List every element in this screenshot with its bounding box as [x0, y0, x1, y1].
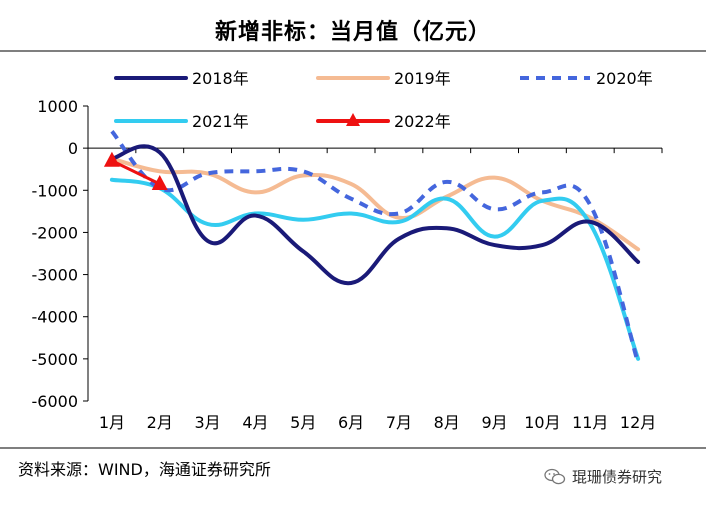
legend-item: 2021年	[114, 112, 249, 131]
x-tick-label: 2月	[147, 413, 173, 432]
series-line	[109, 144, 641, 286]
legend-label: 2018年	[192, 69, 249, 88]
top-divider	[0, 50, 706, 52]
series-2022年	[103, 151, 168, 190]
x-tick-label: 7月	[386, 413, 412, 432]
legend-item: 2018年	[114, 69, 249, 88]
y-tick-label: -1000	[32, 181, 79, 200]
x-tick-label: 6月	[338, 413, 364, 432]
series-point	[103, 151, 120, 167]
axes: 1000 0 -1000 -2000 -3000 -4000 -5000 -6000 1月 2月 3…	[32, 97, 663, 432]
x-tick-label: 4月	[242, 413, 268, 432]
source-note: 资料来源：WIND，海通证券研究所	[18, 460, 271, 479]
legend-label: 2022年	[394, 112, 451, 131]
y-tick-label: -5000	[32, 350, 79, 369]
watermark: 琨珊债券研究	[544, 466, 662, 487]
legend-item: 2022年	[316, 112, 451, 131]
legend-label: 2020年	[596, 69, 653, 88]
x-tick-label: 10月	[524, 413, 560, 432]
series-line	[109, 177, 641, 361]
legend-marker	[346, 113, 360, 126]
x-tick-label: 12月	[620, 413, 656, 432]
series-2018年	[109, 144, 641, 286]
series-point	[151, 174, 168, 190]
x-tick-label: 8月	[434, 413, 460, 432]
y-tick-label: -6000	[32, 392, 79, 411]
watermark-text: 琨珊债券研究	[572, 468, 663, 486]
line-chart: 2018年 2019年 2020年 2021年 2022年 1000 0 -1000 -200…	[32, 69, 663, 432]
x-tick-label: 1月	[99, 413, 125, 432]
x-tick-label: 11月	[572, 413, 608, 432]
legend-item: 2020年	[520, 69, 653, 88]
series-2021年	[109, 177, 641, 361]
legend-item: 2019年	[316, 69, 451, 88]
x-tick-label: 3月	[194, 413, 220, 432]
y-tick-label: -2000	[32, 223, 79, 242]
series-line	[111, 159, 161, 186]
y-tick-label: 0	[68, 139, 78, 158]
y-tick-label: -3000	[32, 266, 79, 285]
legend: 2018年 2019年 2020年 2021年 2022年	[114, 69, 653, 131]
series-line	[110, 129, 640, 364]
wechat-icon	[544, 468, 566, 484]
y-tick-label: 1000	[37, 97, 78, 116]
x-tick-label: 9月	[481, 413, 507, 432]
legend-label: 2019年	[394, 69, 451, 88]
x-tick-label: 5月	[290, 413, 316, 432]
chart-title: 新增非标：当月值（亿元）	[214, 20, 491, 45]
series-2020年	[110, 129, 640, 364]
legend-label: 2021年	[192, 112, 249, 131]
series-layer	[103, 129, 641, 364]
bottom-divider	[0, 447, 706, 449]
y-tick-label: -4000	[32, 308, 79, 327]
